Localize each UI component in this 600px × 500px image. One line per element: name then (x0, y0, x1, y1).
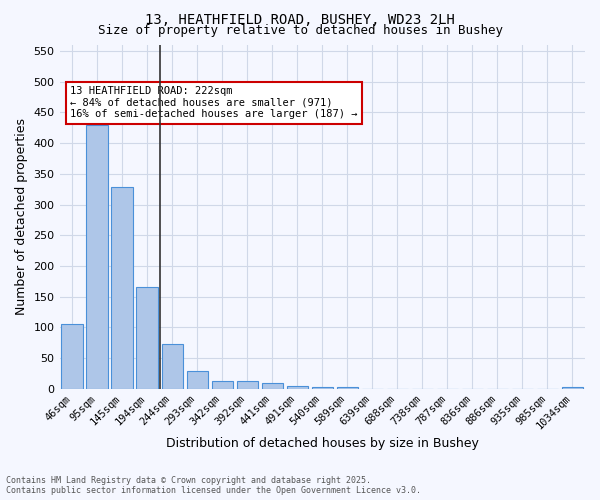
Bar (262, 383, 283, 388)
Bar (562, 386, 583, 388)
Bar (112, 188, 133, 388)
Text: Contains HM Land Registry data © Crown copyright and database right 2025.
Contai: Contains HM Land Registry data © Crown c… (6, 476, 421, 495)
Bar (212, 381, 233, 388)
Text: Size of property relative to detached houses in Bushey: Size of property relative to detached ho… (97, 24, 503, 37)
Bar (236, 381, 258, 388)
Bar (136, 288, 158, 388)
Text: 13, HEATHFIELD ROAD, BUSHEY, WD23 2LH: 13, HEATHFIELD ROAD, BUSHEY, WD23 2LH (145, 12, 455, 26)
Y-axis label: Number of detached properties: Number of detached properties (15, 118, 28, 316)
Bar (287, 386, 308, 388)
Bar (61, 324, 83, 388)
X-axis label: Distribution of detached houses by size in Bushey: Distribution of detached houses by size … (166, 437, 479, 450)
Bar (86, 125, 108, 388)
Bar (187, 372, 208, 388)
Text: 13 HEATHFIELD ROAD: 222sqm
← 84% of detached houses are smaller (971)
16% of sem: 13 HEATHFIELD ROAD: 222sqm ← 84% of deta… (70, 86, 358, 120)
Bar (311, 386, 333, 388)
Bar (161, 344, 183, 389)
